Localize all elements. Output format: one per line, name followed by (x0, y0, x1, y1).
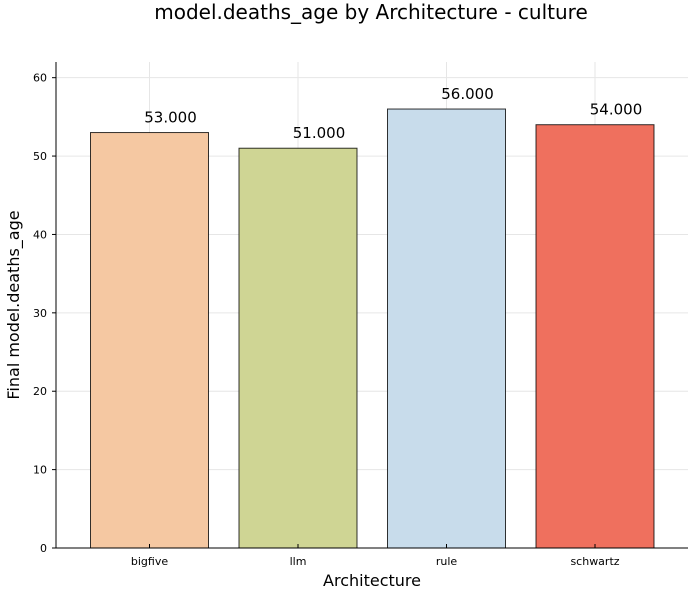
y-axis-label: Final model.deaths_age (4, 210, 24, 399)
x-axis-label: Architecture (323, 571, 421, 590)
axes (55, 62, 688, 549)
x-tick-label: rule (436, 555, 458, 568)
data-label-bigfive: 53.000 (144, 109, 197, 127)
bar-bigfive (90, 132, 209, 549)
y-tick-label: 0 (40, 542, 47, 555)
x-tick-labels: bigfive llm rule schwartz (131, 544, 620, 568)
chart-title: model.deaths_age by Architecture - cultu… (154, 0, 588, 24)
x-tick-label: llm (290, 555, 307, 568)
data-labels: 53.000 51.000 56.000 54.000 (144, 85, 642, 142)
bar-schwartz (535, 124, 655, 549)
y-tick-labels: 0 10 20 30 40 50 60 (33, 72, 56, 555)
y-tick-label: 30 (33, 307, 47, 320)
data-label-llm: 51.000 (293, 124, 346, 142)
x-tick-label: bigfive (131, 555, 168, 568)
bar-rule (387, 108, 506, 549)
data-label-rule: 56.000 (441, 85, 494, 103)
data-label-schwartz: 54.000 (590, 101, 643, 119)
x-tick-label: schwartz (570, 555, 619, 568)
y-tick-label: 20 (33, 385, 47, 398)
bars (90, 108, 655, 549)
bar-llm (238, 147, 358, 549)
y-tick-label: 40 (33, 228, 47, 241)
y-tick-label: 60 (33, 72, 47, 85)
y-tick-label: 10 (33, 464, 47, 477)
y-tick-label: 50 (33, 150, 47, 163)
